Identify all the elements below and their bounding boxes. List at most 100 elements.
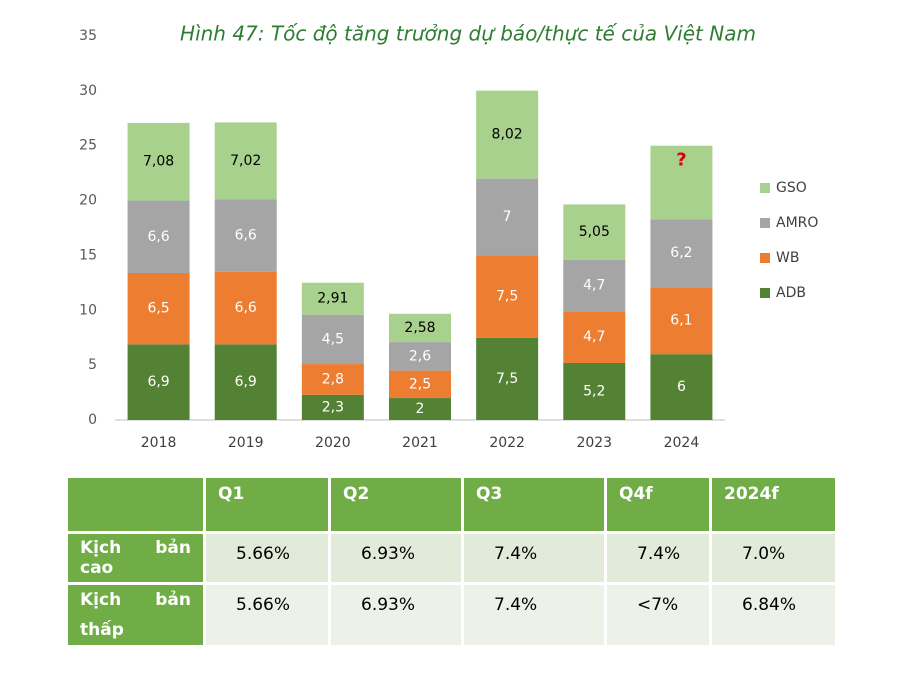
legend-swatch [760,253,770,263]
data-label: 6,1 [670,313,692,329]
data-label: 6,2 [670,245,692,261]
data-label: 2,91 [317,291,348,307]
data-label: 6,6 [147,229,169,245]
data-label: 2 [416,401,425,417]
bar-segment [214,199,277,272]
y-tick-label: 15 [79,247,97,263]
bar-segment [127,272,190,345]
x-tick-label: 2023 [576,435,612,451]
data-label: 4,5 [322,331,344,347]
bar-segment [214,344,277,420]
data-label: 5,2 [583,383,605,399]
legend-swatch [760,218,770,228]
row-label: Kịch bản cao [65,531,206,585]
bar-segment [127,200,190,273]
bar-segment [127,122,190,201]
annotation: ? [676,149,686,170]
data-label: 2,5 [409,376,431,392]
header-row: Q1 Q2 Q3 Q4f 2024f [65,475,838,534]
bar-segment [476,90,539,179]
data-label: 6 [677,379,686,395]
row: Kịch bản cao 5.66% 6.93% 7.4% 7.4% 7.0% [65,531,838,585]
bar-segment [476,255,539,338]
bar-segment [650,145,713,220]
data-label: 2,58 [404,320,435,336]
data-label: 7,5 [496,371,518,387]
bar-segment [214,122,277,200]
data-label: 6,6 [235,300,257,316]
bar-segment [389,370,451,399]
bar-segment [476,337,539,420]
x-tick-label: 2018 [141,435,177,451]
y-tick-label: 35 [79,28,97,44]
header-cell: Q1 [203,475,331,534]
header-cell: Q3 [461,475,607,534]
row-label: Kịch bản thấp [65,582,206,648]
data-label: 8,02 [492,127,523,143]
bar-segment [563,204,626,260]
legend-label: WB [776,250,799,266]
data-label: 4,7 [583,278,605,294]
data-label: 5,05 [579,224,610,240]
bar-segment [301,364,364,395]
cell: 7.4% [604,531,712,585]
x-tick-label: 2022 [489,435,525,451]
y-tick-label: 10 [79,302,97,318]
header-cell: Q4f [604,475,712,534]
cell: <7% [604,582,712,648]
bar-segment [389,313,451,343]
data-label: 7 [503,209,512,225]
cell: 7.4% [461,531,607,585]
forecast-table: Q1 Q2 Q3 Q4f 2024f Kịch bản cao 5.66% 6.… [65,475,838,648]
bar-segment [563,311,626,363]
bar-segment [301,282,364,315]
y-tick-label: 20 [79,193,97,209]
x-tick-label: 2019 [228,435,264,451]
cell: 6.93% [328,531,464,585]
bar-segment [650,219,713,288]
data-label: 4,7 [583,329,605,345]
legend-swatch [760,288,770,298]
cell: 5.66% [203,531,331,585]
y-tick-label: 0 [88,412,97,428]
bar-segment [389,398,451,420]
cell: 5.66% [203,582,331,648]
legend-label: GSO [776,180,807,196]
bar-segment [650,354,713,420]
bar-segment [476,178,539,256]
bar-segment [650,287,713,355]
data-label: 7,08 [143,154,174,170]
data-label: 6,9 [147,374,169,390]
row: Kịch bản thấp 5.66% 6.93% 7.4% <7% 6.84% [65,582,838,648]
bar-segment [127,344,190,420]
data-label: 2,6 [409,348,431,364]
data-label: 6,9 [235,374,257,390]
cell: 7.4% [461,582,607,648]
y-tick-label: 5 [88,357,97,373]
data-label: 7,02 [230,153,261,169]
legend-swatch [760,183,770,193]
bar-segment [563,362,626,420]
bar-segment [301,394,364,420]
data-label: 7,5 [496,289,518,305]
data-label: 2,3 [322,399,344,415]
chart: Hình 47: Tốc độ tăng trưởng dự báo/thực … [79,22,818,452]
x-tick-label: 2024 [664,435,700,451]
y-tick-label: 25 [79,138,97,154]
legend-label: ADB [776,285,806,301]
header-cell: Q2 [328,475,464,534]
header-cell: 2024f [709,475,838,534]
y-tick-label: 30 [79,83,97,99]
data-label: 2,8 [322,371,344,387]
corner-cell [65,475,206,534]
data-label: 6,5 [147,301,169,317]
cell: 6.84% [709,582,838,648]
chart-title: Hình 47: Tốc độ tăng trưởng dự báo/thực … [180,22,756,46]
x-tick-label: 2020 [315,435,351,451]
cell: 7.0% [709,531,838,585]
cell: 6.93% [328,582,464,648]
bar-segment [214,271,277,345]
bar-segment [563,259,626,312]
x-tick-label: 2021 [402,435,438,451]
